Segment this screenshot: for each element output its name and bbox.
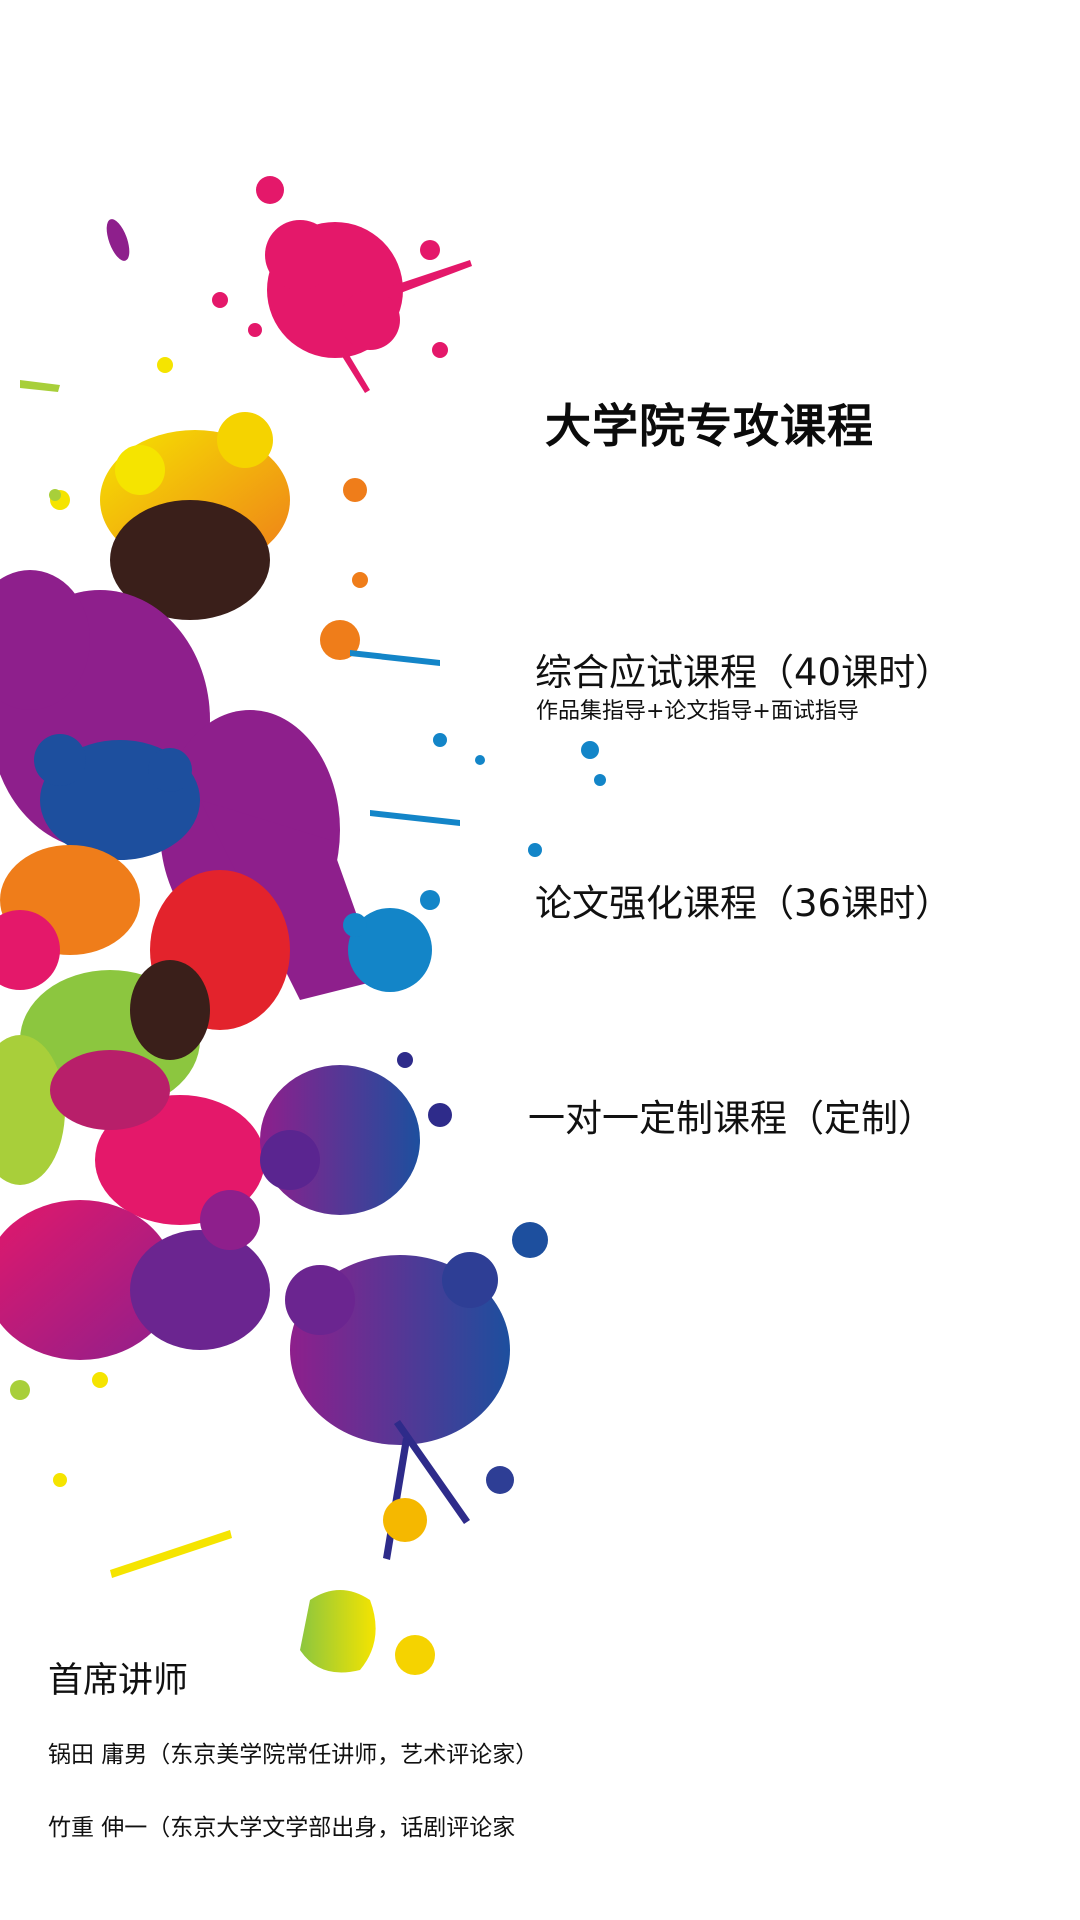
- course-comprehensive-detail: 作品集指导+论文指导+面试指导: [536, 699, 859, 724]
- indigo-splash: [260, 1052, 452, 1215]
- paint-splash-illustration: [0, 176, 606, 1675]
- course-comprehensive: 综合应试课程（40课时）: [535, 651, 953, 694]
- yellow-drops: [10, 357, 435, 1675]
- instructors-heading: 首席讲师: [48, 1661, 189, 1701]
- yellow-orange-splash: [50, 412, 368, 660]
- purple-lower-splash: [0, 1190, 270, 1360]
- instructor-item: 竹重 伸一（东京大学文学部出身，话剧评论家: [48, 1815, 516, 1841]
- magenta-lower-splash: [50, 1050, 265, 1225]
- magenta-splash: [106, 176, 472, 393]
- instructor-item: 锅田 庸男（东京美学院常任讲师，艺术评论家）: [48, 1742, 539, 1768]
- course-thesis: 论文强化课程（36课时）: [535, 882, 953, 925]
- blue-splash: [34, 734, 200, 860]
- blue-bottom-splash: [285, 1222, 548, 1560]
- course-one-on-one: 一对一定制课程（定制）: [528, 1097, 935, 1140]
- cyan-splash: [343, 650, 606, 992]
- page-title: 大学院专攻课程: [545, 399, 874, 453]
